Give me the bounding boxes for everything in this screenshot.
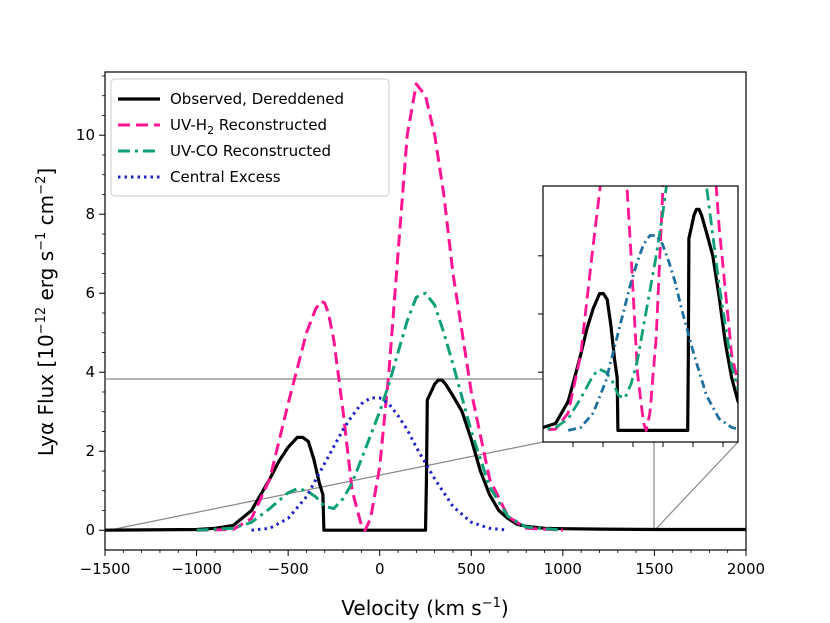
legend-item-uv-co-label: UV-CO Reconstructed (170, 142, 331, 160)
y-axis-label-end: ] (34, 168, 58, 176)
y-axis-ticks: 0 2 4 6 8 10 (76, 75, 105, 539)
inset-series-layer (543, 186, 738, 432)
x-tick-label: 500 (457, 560, 486, 578)
legend-item-uv-h2-label: UV-H2 Reconstructed (170, 116, 327, 137)
y-tick-label: 8 (85, 205, 95, 223)
y-tick-label: 2 (85, 442, 95, 460)
inset-plot (538, 185, 739, 447)
x-tick-label: −500 (268, 560, 309, 578)
y-axis-label-main: Lyα Flux [10 (34, 334, 58, 456)
x-axis-ticks: −1500 −1000 −500 0 500 1000 1500 2000 (80, 550, 765, 578)
inset-series-central-excess (567, 234, 738, 432)
inset-frame-bg (543, 186, 738, 442)
legend-item-uv-h2-subscript: 2 (207, 124, 214, 137)
x-tick-label: −1000 (171, 560, 222, 578)
x-tick-label: 1500 (635, 560, 673, 578)
inset-series-observed (543, 207, 738, 432)
y-axis-label-mid2: cm (34, 195, 58, 232)
series-observed-dereddened (105, 378, 746, 532)
y-tick-label: 0 (85, 521, 95, 539)
inset-ticks (538, 255, 724, 447)
legend-item-central-excess-label: Central Excess (170, 168, 281, 186)
inset-series-uv-co (543, 186, 738, 431)
series-layer (105, 82, 746, 532)
y-axis-label: Lyα Flux [10−12 erg s−1 cm−2] (34, 168, 58, 456)
legend-item-observed-label: Observed, Dereddened (170, 90, 344, 108)
x-tick-label: −1500 (80, 560, 131, 578)
x-tick-label: 2000 (727, 560, 765, 578)
x-axis-label-end: ) (501, 596, 509, 620)
y-axis-label-mid: erg s (34, 251, 58, 307)
zoom-line-right (653, 441, 739, 532)
legend-item-observed-text: Observed, Dereddened (170, 90, 344, 108)
x-axis-label: Velocity (km s−1) (341, 596, 508, 620)
y-tick-label: 10 (76, 126, 95, 144)
x-tick-label: 0 (375, 560, 385, 578)
legend-item-uv-h2-text: UV-H (170, 116, 207, 134)
y-axis-label-sup3: −2 (34, 176, 49, 195)
zoom-line-left (104, 441, 544, 532)
y-axis-label-sup2: −1 (34, 232, 49, 251)
zoom-indicator-lines (104, 378, 739, 532)
legend-item-central-excess-text: Central Excess (170, 168, 281, 186)
series-uv-h2-reconstructed (196, 82, 563, 532)
series-central-excess (251, 396, 509, 532)
series-uv-co-reconstructed (196, 291, 564, 532)
x-axis-label-main: Velocity (km s (341, 596, 481, 620)
legend-item-uv-h2-text-end: Reconstructed (214, 116, 327, 134)
y-axis-label-sup1: −12 (34, 307, 49, 334)
legend-box (110, 78, 390, 197)
y-tick-label: 4 (85, 363, 95, 381)
y-tick-label: 6 (85, 284, 95, 302)
x-axis-label-sup: −1 (482, 596, 501, 611)
x-tick-label: 1000 (544, 560, 582, 578)
legend-item-uv-co-text: UV-CO Reconstructed (170, 142, 331, 160)
